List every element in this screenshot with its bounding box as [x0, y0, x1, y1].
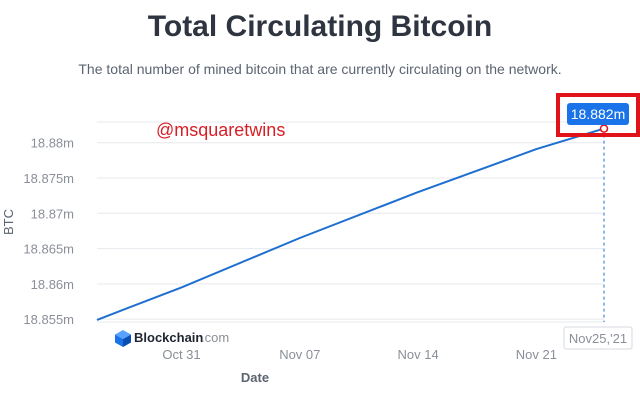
y-tick-label: 18.86m	[31, 277, 74, 292]
chart-subtitle: The total number of mined bitcoin that a…	[78, 61, 562, 77]
date-badge	[563, 326, 633, 350]
x-axis-title: Date	[241, 370, 269, 385]
hover-point-marker	[599, 124, 609, 133]
blockchain-logo: Blockchain .com	[115, 330, 229, 347]
x-tick-label: Oct 31	[162, 347, 200, 362]
y-axis-title: BTC	[1, 209, 16, 235]
chart-title: Total Circulating Bitcoin	[147, 10, 493, 43]
value-badge	[567, 103, 629, 125]
y-tick-label: 18.855m	[23, 312, 74, 327]
brand-name: Blockchain	[134, 330, 203, 345]
x-tick-label: Nov 21	[516, 347, 557, 362]
y-tick-label: 18.88m	[31, 136, 74, 151]
series-layer	[96, 127, 605, 321]
highlight-box	[556, 93, 640, 137]
y-axis-ticks: 18.855m 18.86m 18.865m 18.87m 18.875m 18.88m	[23, 136, 74, 327]
hover-layer: 18.882m Nov25,'21	[556, 93, 640, 350]
y-tick-label: 18.865m	[23, 242, 74, 257]
x-tick-label: Nov 14	[397, 347, 438, 362]
value-badge-label: 18.882m	[571, 106, 625, 122]
y-tick-label: 18.875m	[23, 171, 74, 186]
series-line	[96, 127, 605, 321]
y-tick-label: 18.87m	[31, 206, 74, 221]
x-axis-ticks: Oct 31 Nov 07 Nov 14 Nov 21	[162, 347, 557, 362]
brand-suffix: .com	[201, 330, 229, 345]
blockchain-cube-icon	[115, 330, 131, 347]
date-badge-label: Nov25,'21	[569, 331, 627, 346]
watermark-text: @msquaretwins	[156, 120, 285, 140]
grid-lines	[97, 121, 604, 323]
x-tick-label: Nov 07	[279, 347, 320, 362]
